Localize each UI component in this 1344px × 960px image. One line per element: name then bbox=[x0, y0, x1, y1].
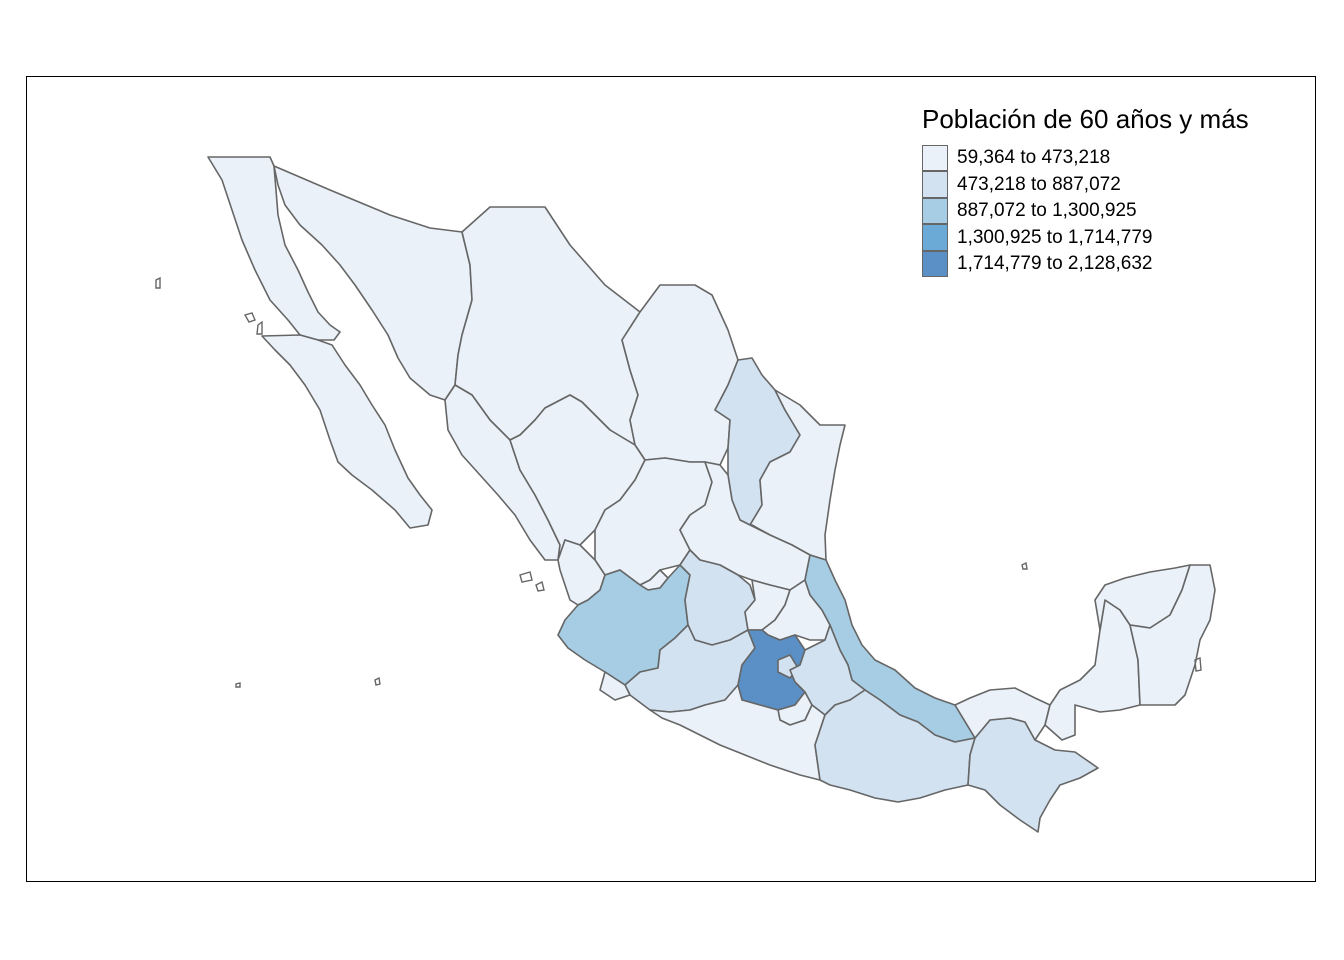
state-guerrero bbox=[649, 684, 826, 781]
legend-label: 887,072 to 1,300,925 bbox=[957, 200, 1137, 222]
island-outline bbox=[1194, 656, 1202, 672]
state-baja-california bbox=[207, 156, 341, 341]
island-outline bbox=[374, 676, 381, 686]
legend-swatch bbox=[922, 250, 948, 277]
legend-item: 887,072 to 1,300,925 bbox=[922, 197, 1249, 225]
legend: Población de 60 años y más 59,364 to 473… bbox=[922, 104, 1249, 278]
legend-item: 59,364 to 473,218 bbox=[922, 144, 1249, 172]
island-outline bbox=[519, 571, 533, 583]
island-outline bbox=[155, 276, 161, 289]
island-outline bbox=[243, 312, 256, 323]
state-sonora bbox=[273, 165, 473, 401]
state-quintana-roo bbox=[1129, 564, 1216, 706]
island-outline bbox=[535, 580, 545, 592]
legend-swatch bbox=[922, 171, 948, 198]
island-outline bbox=[1021, 561, 1028, 570]
legend-swatch bbox=[922, 197, 948, 224]
state-campeche bbox=[1044, 599, 1141, 741]
legend-item: 1,714,779 to 2,128,632 bbox=[922, 250, 1249, 278]
island-outline bbox=[235, 682, 241, 688]
legend-swatch bbox=[922, 144, 948, 171]
state-coahuila bbox=[621, 284, 739, 466]
legend-item: 473,218 to 887,072 bbox=[922, 171, 1249, 199]
legend-items: 59,364 to 473,218 473,218 to 887,072 887,0… bbox=[922, 144, 1249, 278]
legend-label: 473,218 to 887,072 bbox=[957, 173, 1121, 195]
legend-title: Población de 60 años y más bbox=[922, 104, 1249, 134]
state-baja-california-sur bbox=[261, 334, 433, 529]
legend-swatch bbox=[922, 224, 948, 251]
legend-label: 1,300,925 to 1,714,779 bbox=[957, 226, 1153, 248]
state-colima bbox=[599, 671, 631, 701]
legend-item: 1,300,925 to 1,714,779 bbox=[922, 224, 1249, 252]
island-outline bbox=[256, 320, 263, 335]
legend-label: 59,364 to 473,218 bbox=[957, 147, 1111, 169]
legend-label: 1,714,779 to 2,128,632 bbox=[957, 253, 1153, 275]
